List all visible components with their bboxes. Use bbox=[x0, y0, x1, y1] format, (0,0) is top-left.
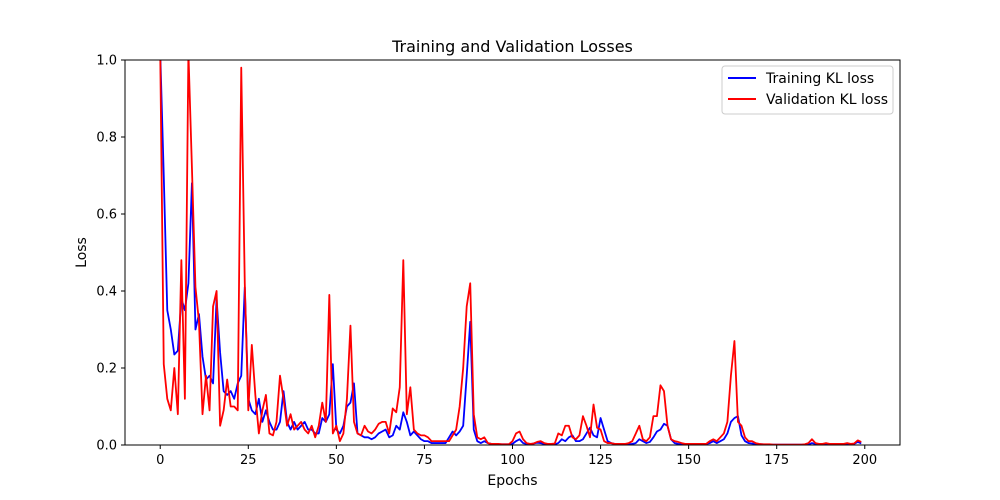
legend-label-training: Training KL loss bbox=[765, 71, 874, 87]
y-tick-label: 1.0 bbox=[96, 54, 117, 69]
y-tick-label: 0.4 bbox=[96, 285, 117, 300]
x-tick-label: 200 bbox=[852, 453, 877, 468]
x-tick-label: 175 bbox=[764, 453, 789, 468]
y-axis-label: Loss bbox=[74, 237, 90, 268]
y-tick-label: 0.6 bbox=[96, 208, 117, 223]
series-layer bbox=[159, 60, 862, 445]
y-tick-label: 0.8 bbox=[96, 131, 117, 146]
series-line-validation bbox=[159, 60, 862, 445]
x-tick-label: 25 bbox=[240, 453, 257, 468]
legend-label-validation: Validation KL loss bbox=[766, 92, 888, 108]
legend: Training KL loss Validation KL loss bbox=[721, 65, 894, 115]
series-line-training bbox=[159, 60, 862, 445]
x-tick-label: 125 bbox=[588, 453, 613, 468]
y-tick-label: 0.2 bbox=[96, 362, 117, 377]
x-tick-label: 75 bbox=[416, 453, 433, 468]
x-axis-label: Epochs bbox=[487, 473, 537, 489]
legend-box bbox=[721, 65, 894, 115]
x-tick-label: 50 bbox=[328, 453, 345, 468]
y-axis-ticks: 0.0 0.2 0.4 0.6 0.8 1.0 bbox=[96, 54, 125, 454]
y-tick-label: 0.0 bbox=[96, 439, 117, 454]
x-tick-label: 0 bbox=[156, 453, 164, 468]
chart-title: Training and Validation Losses bbox=[391, 37, 633, 56]
x-axis-ticks: 0 25 50 75 100 125 150 175 200 bbox=[156, 445, 877, 468]
x-tick-label: 150 bbox=[676, 453, 701, 468]
x-tick-label: 100 bbox=[500, 453, 525, 468]
